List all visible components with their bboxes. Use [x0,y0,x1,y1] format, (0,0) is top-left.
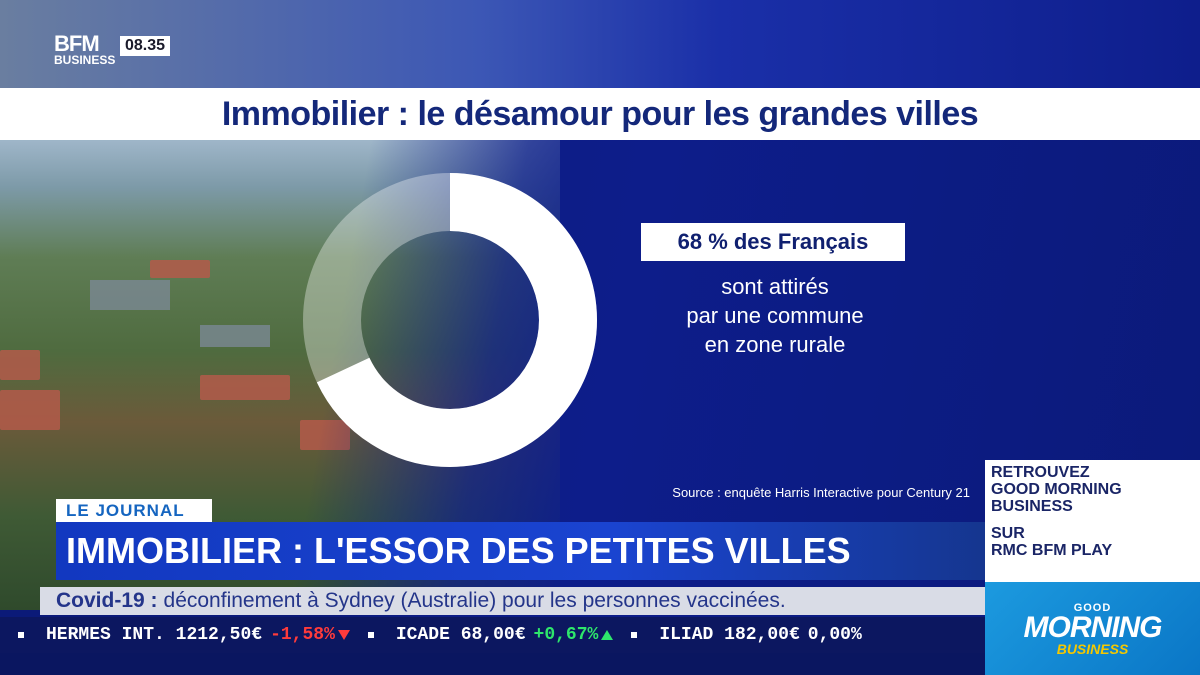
ticker-item: ILIAD 182,00€ 0,00% [631,625,862,645]
bullet-icon [631,632,638,638]
bottom-strip [0,653,985,675]
stat-highlight-box: 68 % des Français [641,223,905,261]
top-band [0,0,1200,88]
headline-text: IMMOBILIER : L'ESSOR DES PETITES VILLES [66,530,851,571]
bullet-icon [367,632,374,638]
ticker-item: HERMES INT. 1212,50€ -1,58% [18,625,350,645]
show-logo-good: GOOD [1073,601,1112,614]
sub-headline-bar: Covid-19 : déconfinement à Sydney (Austr… [40,587,985,615]
promo-box: RETROUVEZ GOOD MORNING BUSINESS SUR RMC … [985,460,1200,582]
stat-line-2: par une commune [686,303,864,328]
sub-headline-key: Covid-19 : [56,589,158,612]
arrow-down-icon [337,630,350,640]
title-bar: Immobilier : le désamour pour les grande… [0,88,1200,140]
ticker-change: 0,00% [807,625,862,645]
donut-value-arc [303,173,597,467]
promo-line-4: SUR [991,525,1025,542]
donut-chart [303,173,597,467]
ticker-name: HERMES INT. [46,625,165,645]
clock: 08.35 [120,36,171,56]
logo-bfm: BFM [54,31,100,56]
bullet-icon [18,632,24,638]
segment-tag-label: LE JOURNAL [66,501,185,520]
sub-headline-text: déconfinement à Sydney (Australie) pour … [163,589,786,612]
arrow-up-icon [601,630,614,640]
headline-bar: IMMOBILIER : L'ESSOR DES PETITES VILLES [56,522,985,580]
show-logo-morning: MORNING [1023,610,1163,644]
ticker-name: ICADE [395,625,450,645]
page-title: Immobilier : le désamour pour les grande… [221,94,979,133]
source-note: Source : enquête Harris Interactive pour… [672,485,970,500]
stat-line-3: en zone rurale [704,332,846,357]
ticker-name: ILIAD [659,625,714,645]
stat-line-1: sont attirés [721,274,829,299]
logo-business: BUSINESS [54,53,116,67]
ticker-price: 1212,50€ [175,625,263,645]
channel-logo: BFM BUSINESS [54,31,116,67]
promo-line-5: RMC BFM PLAY [991,542,1113,559]
promo-line-2: GOOD MORNING [991,481,1122,498]
show-logo: GOOD MORNING BUSINESS [985,582,1200,675]
show-logo-business: BUSINESS [1056,640,1129,657]
ticker-change: +0,67% [533,625,599,645]
segment-tag: LE JOURNAL [56,499,212,523]
ticker-item: ICADE 68,00€ +0,67% [367,625,614,645]
stock-ticker: HERMES INT. 1212,50€ -1,58% ICADE 68,00€… [0,617,985,653]
ticker-price: 68,00€ [460,625,526,645]
ticker-change: -1,58% [270,625,335,645]
stat-highlight: 68 % des Français [677,229,869,254]
stat-description: sont attirés par une commune en zone rur… [630,272,920,359]
promo-line-1: RETROUVEZ [991,464,1090,481]
promo-line-3: BUSINESS [991,498,1073,515]
ticker-price: 182,00€ [724,625,800,645]
